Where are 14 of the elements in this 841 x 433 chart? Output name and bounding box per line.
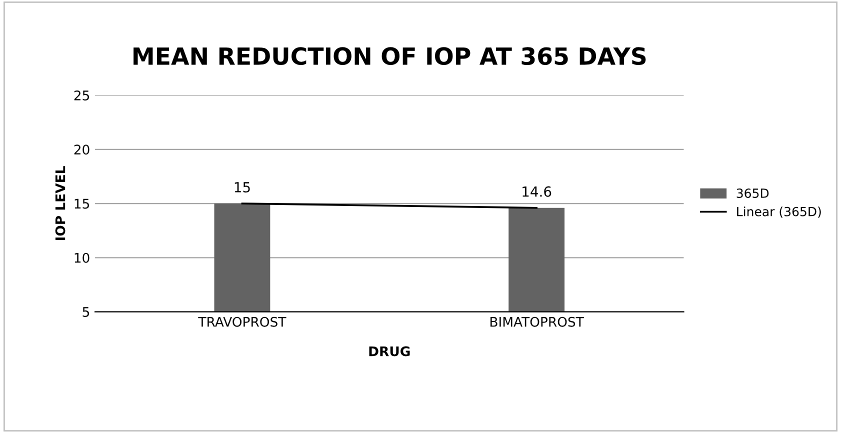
y-axis-title: IOP LEVEL bbox=[55, 166, 66, 240]
x-tick-label: BIMATOPROST bbox=[490, 316, 584, 327]
y-tick-label: 5 bbox=[82, 307, 90, 317]
chart-title: MEAN REDUCTION OF IOP AT 365 DAYS bbox=[134, 47, 646, 66]
y-tick-label: 15 bbox=[74, 198, 90, 209]
legend-label: Linear (365D) bbox=[737, 206, 821, 218]
x-axis-title: DRUG bbox=[369, 346, 410, 356]
data-label: 14.6 bbox=[522, 186, 552, 197]
y-tick-label: 20 bbox=[74, 144, 90, 155]
y-tick-label: 10 bbox=[74, 252, 90, 263]
data-label: 15 bbox=[234, 182, 250, 192]
legend-label: 365D bbox=[736, 188, 769, 198]
x-tick-label: TRAVOPROST bbox=[198, 316, 286, 327]
y-tick-label: 25 bbox=[74, 90, 90, 100]
